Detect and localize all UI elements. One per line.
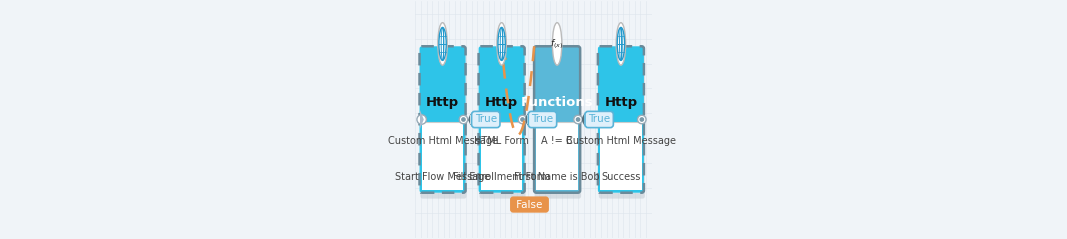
Circle shape [576,118,579,121]
Polygon shape [599,110,602,129]
Text: True: True [531,114,554,125]
Ellipse shape [437,23,447,65]
Ellipse shape [497,23,507,65]
Polygon shape [420,110,424,129]
FancyBboxPatch shape [598,46,643,193]
Circle shape [595,115,605,124]
Circle shape [417,115,427,124]
Text: Http: Http [426,96,459,109]
Circle shape [531,115,541,124]
Text: False: False [513,200,546,210]
FancyBboxPatch shape [479,46,525,193]
Text: Custom Html Message: Custom Html Message [387,136,497,146]
Bar [601,122,641,190]
FancyBboxPatch shape [479,52,526,199]
Bar [481,122,522,190]
Text: Fill Enrollment Form: Fill Enrollment Form [453,172,551,182]
Text: Success: Success [601,172,640,182]
FancyBboxPatch shape [599,52,644,199]
Text: Functions: Functions [521,96,593,109]
Circle shape [640,118,643,121]
FancyBboxPatch shape [419,46,465,193]
Text: True: True [475,114,497,125]
Circle shape [519,115,527,124]
FancyBboxPatch shape [598,46,643,193]
Circle shape [638,115,646,124]
Text: True: True [588,114,610,125]
Text: Start Flow Message: Start Flow Message [395,172,490,182]
FancyBboxPatch shape [420,52,466,199]
Polygon shape [479,110,483,129]
Circle shape [476,115,485,124]
Text: HTML Form: HTML Form [474,136,529,146]
Circle shape [462,118,465,121]
FancyBboxPatch shape [535,46,580,193]
FancyBboxPatch shape [535,52,582,199]
Circle shape [574,115,583,124]
Circle shape [526,112,540,127]
Text: A != B: A != B [541,136,573,146]
Circle shape [521,118,524,121]
Polygon shape [535,110,539,129]
Text: Http: Http [485,96,519,109]
FancyBboxPatch shape [535,46,580,193]
Bar [421,122,463,190]
Text: $\mathit{f}_{(x)}$: $\mathit{f}_{(x)}$ [551,37,563,51]
Circle shape [583,112,596,127]
Ellipse shape [616,23,625,65]
FancyBboxPatch shape [419,46,465,193]
Bar [537,122,578,190]
Text: First Name is Bob: First Name is Bob [514,172,600,182]
Circle shape [469,112,483,127]
Circle shape [459,115,467,124]
Text: Http: Http [604,96,637,109]
Text: Custom Html Message: Custom Html Message [566,136,675,146]
Ellipse shape [553,23,562,65]
FancyBboxPatch shape [479,46,525,193]
